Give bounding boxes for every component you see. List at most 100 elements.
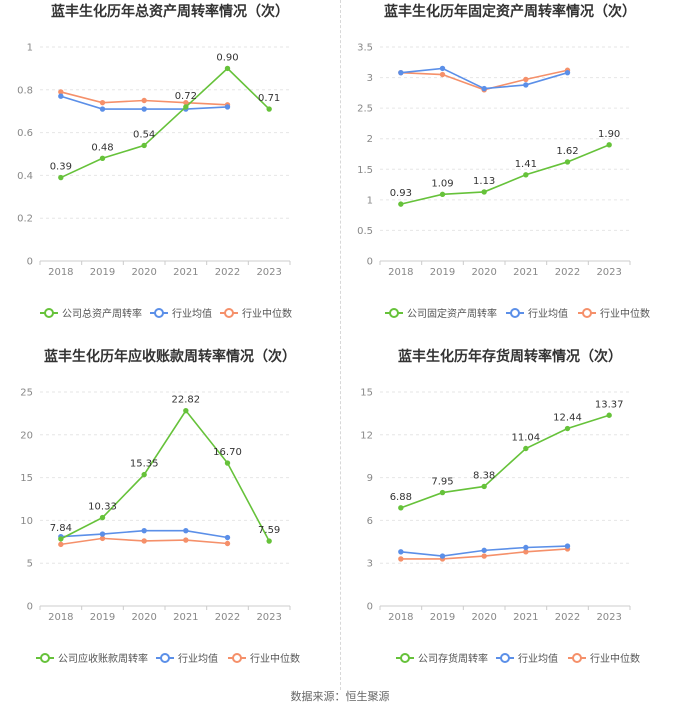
data-point-avg[interactable]	[481, 547, 487, 554]
data-point-avg[interactable]	[99, 106, 106, 112]
x-tick-label: 2023	[256, 612, 281, 623]
data-point-avg[interactable]	[398, 549, 404, 555]
y-tick-label: 2.5	[357, 104, 373, 115]
y-tick-label: 20	[20, 430, 33, 441]
legend-company-marker-icon	[389, 308, 399, 318]
data-point-company[interactable]	[141, 471, 147, 478]
legend-company-marker-icon	[44, 308, 54, 318]
x-tick-label: 2022	[215, 612, 240, 623]
data-label: 0.39	[50, 162, 72, 173]
data-point-median[interactable]	[439, 71, 446, 78]
data-label: 0.72	[175, 91, 197, 102]
data-point-avg[interactable]	[224, 534, 231, 541]
data-label: 1.41	[515, 159, 537, 170]
data-point-avg[interactable]	[58, 93, 64, 99]
data-point-company[interactable]	[606, 142, 612, 148]
chart-svg: 蓝丰生化历年应收账款周转率情况（次） 0 5 10 15 20 25 2018 2019 202…	[20, 348, 300, 665]
data-label: 12.44	[553, 413, 582, 424]
y-tick-label: 0.4	[17, 171, 33, 182]
y-tick-label: 3.5	[357, 43, 373, 54]
chart-panel-receivables-turnover: 蓝丰生化历年应收账款周转率情况（次） 0 5 10 15 20 25 2018 2019 202…	[0, 345, 340, 690]
data-point-avg[interactable]	[224, 104, 231, 110]
x-tick-label: 2020	[131, 267, 156, 278]
x-tick-label: 2019	[90, 267, 115, 278]
data-label: 0.90	[216, 52, 238, 63]
y-tick-label: 0	[367, 257, 373, 268]
legend-median-label: 行业中位数	[590, 652, 640, 665]
legend-avg-marker-icon	[154, 308, 164, 318]
legend[interactable]: 公司总资产周转率 行业均值 行业中位数	[40, 307, 292, 320]
legend[interactable]: 公司应收账款周转率 行业均值 行业中位数	[36, 652, 300, 665]
data-point-median[interactable]	[141, 97, 147, 104]
data-point-company[interactable]	[58, 536, 64, 542]
y-tick-label: 1	[27, 43, 33, 54]
data-point-median[interactable]	[224, 540, 231, 547]
data-point-avg[interactable]	[481, 85, 487, 92]
data-point-median[interactable]	[523, 549, 529, 555]
data-point-avg[interactable]	[439, 65, 446, 72]
legend[interactable]: 公司存货周转率 行业均值 行业中位数	[396, 652, 640, 665]
data-point-company[interactable]	[183, 104, 189, 110]
chart-title: 蓝丰生化历年应收账款周转率情况（次）	[44, 348, 296, 365]
y-tick-label: 15	[20, 473, 33, 484]
legend-company-label: 公司应收账款周转率	[58, 652, 148, 665]
data-point-company[interactable]	[481, 483, 487, 490]
y-tick-label: 15	[360, 388, 373, 399]
data-point-avg[interactable]	[564, 69, 571, 76]
data-label: 16.70	[213, 447, 242, 458]
data-point-avg[interactable]	[523, 544, 529, 551]
data-point-company[interactable]	[58, 174, 64, 181]
legend[interactable]: 公司固定资产周转率 行业均值 行业中位数	[385, 307, 650, 320]
data-point-median[interactable]	[398, 556, 404, 562]
data-point-company[interactable]	[523, 445, 529, 452]
legend-median-label: 行业中位数	[250, 652, 300, 665]
data-point-company[interactable]	[564, 159, 571, 165]
y-tick-label: 1	[367, 195, 373, 206]
legend-avg-label: 行业均值	[178, 652, 218, 665]
data-source-note: 数据来源：恒生聚源	[290, 690, 390, 703]
x-tick-label: 2023	[596, 267, 621, 278]
data-point-company[interactable]	[606, 412, 612, 418]
legend-median-marker-icon	[232, 653, 242, 663]
data-point-avg[interactable]	[564, 543, 571, 549]
data-point-company[interactable]	[481, 189, 487, 195]
y-tick-label: 0.5	[357, 226, 373, 237]
data-point-company[interactable]	[439, 489, 446, 496]
data-point-avg[interactable]	[439, 553, 446, 559]
data-point-avg[interactable]	[141, 106, 147, 112]
data-point-company[interactable]	[99, 514, 106, 521]
y-tick-label: 25	[20, 388, 33, 399]
data-point-company[interactable]	[266, 538, 272, 544]
data-point-avg[interactable]	[183, 527, 189, 534]
data-point-median[interactable]	[58, 541, 64, 548]
data-point-company[interactable]	[564, 425, 571, 432]
data-point-avg[interactable]	[523, 82, 529, 88]
data-point-company[interactable]	[439, 191, 446, 198]
data-point-company[interactable]	[224, 65, 231, 72]
data-point-company[interactable]	[183, 407, 189, 414]
y-tick-label: 3	[367, 559, 373, 570]
data-point-median[interactable]	[58, 89, 64, 95]
data-point-median[interactable]	[481, 553, 487, 559]
data-point-median[interactable]	[99, 99, 106, 106]
data-point-avg[interactable]	[141, 527, 147, 534]
data-point-company[interactable]	[398, 201, 404, 207]
chart-svg: 蓝丰生化历年存货周转率情况（次） 0 3 6 9 12 15 2018 2019 2020 202…	[360, 348, 640, 665]
data-point-median[interactable]	[99, 535, 106, 542]
data-point-company[interactable]	[224, 460, 231, 466]
data-point-company[interactable]	[398, 505, 404, 511]
data-point-company[interactable]	[266, 106, 272, 112]
data-point-median[interactable]	[523, 76, 529, 83]
legend-avg-label: 行业均值	[518, 652, 558, 665]
data-point-avg[interactable]	[398, 69, 404, 76]
data-point-avg[interactable]	[99, 531, 106, 537]
data-label: 11.04	[512, 432, 541, 443]
data-point-median[interactable]	[183, 537, 189, 543]
data-label: 1.62	[556, 146, 578, 157]
data-point-median[interactable]	[141, 538, 147, 544]
data-label: 1.13	[473, 176, 495, 187]
x-tick-label: 2021	[513, 267, 538, 278]
data-point-company[interactable]	[99, 155, 106, 161]
data-point-company[interactable]	[523, 172, 529, 178]
data-point-company[interactable]	[141, 142, 147, 149]
